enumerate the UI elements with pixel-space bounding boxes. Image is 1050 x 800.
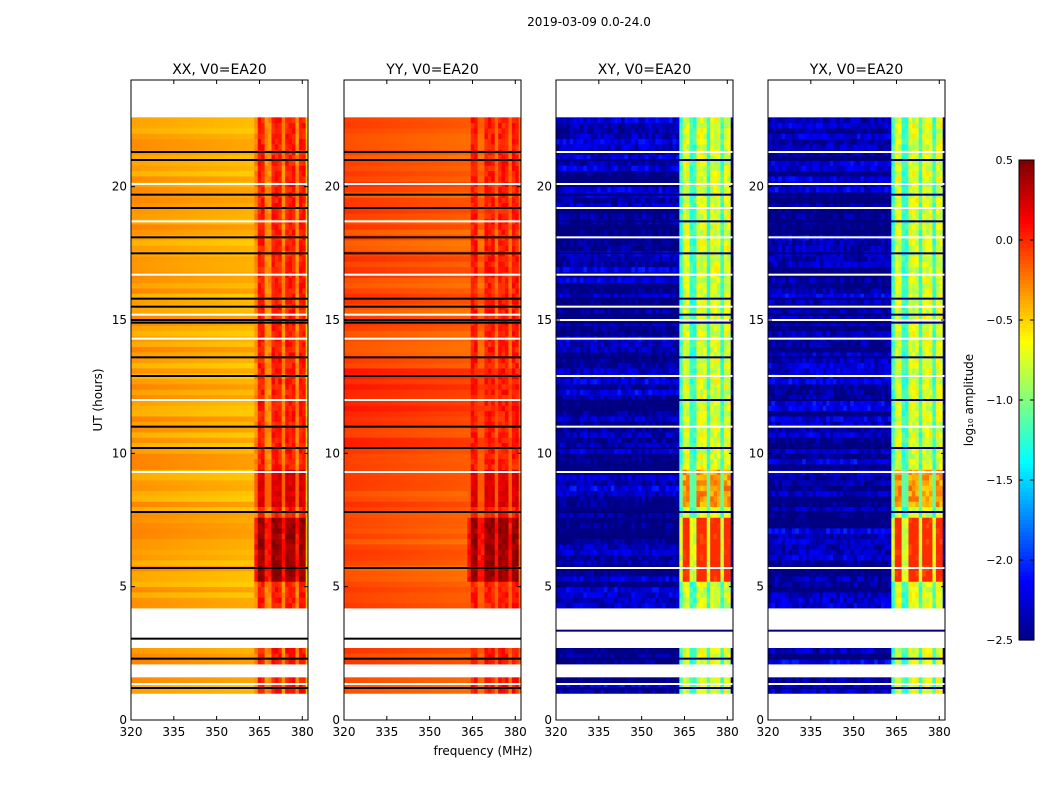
panel-2-title: YY, V0=EA20 [385, 62, 478, 78]
panel-3-ytick-label: 15 [537, 313, 552, 327]
panel-4-heatmap [768, 117, 945, 693]
panel-3-ytick-label: 20 [537, 180, 552, 194]
panel-4-ytick-label: 0 [756, 713, 764, 727]
panel-1-xtick-label: 320 [120, 725, 143, 739]
y-axis-label: UT (hours) [91, 368, 105, 431]
panel-3-ytick-label: 0 [544, 713, 552, 727]
panel-3: XY, V0=EA20 320 335 350 365 380 0 5 10 15 20 [537, 62, 739, 739]
panel-1-xtick-label: 365 [248, 725, 271, 739]
panel-4: YX, V0=EA20 320 335 350 365 380 0 5 10 15 20 [749, 62, 951, 739]
panel-3-xtick-label: 320 [545, 725, 568, 739]
colorbar-tick-label: −1.0 [986, 394, 1013, 407]
panel-2-xtick-label: 320 [333, 725, 356, 739]
colorbar-tick-label: 0.5 [996, 154, 1014, 167]
panel-4-ytick-label: 20 [749, 180, 764, 194]
panel-1-heatmap [131, 117, 308, 693]
panel-3-xtick-label: 350 [630, 725, 653, 739]
x-axis-label: frequency (MHz) [433, 744, 532, 758]
colorbar-label: log₁₀ amplitude [962, 354, 976, 446]
panel-2-heatmap [344, 117, 521, 693]
panel-2: YY, V0=EA20 320 335 350 365 380 0 5 10 15 20 [325, 62, 527, 739]
colorbar-tick-label: −2.5 [986, 634, 1013, 647]
panel-3-heatmap [556, 117, 733, 693]
panel-1-xtick-label: 350 [205, 725, 228, 739]
panel-3-xtick-label: 380 [716, 725, 739, 739]
panel-3-ytick-label: 5 [544, 580, 552, 594]
panel-4-ytick-label: 5 [756, 580, 764, 594]
panel-1-ytick-label: 0 [119, 713, 127, 727]
panel-4-ytick-label: 10 [749, 446, 764, 460]
panel-3-ytick-label: 10 [537, 446, 552, 460]
panel-4-xtick-label: 365 [885, 725, 908, 739]
panel-4-xtick-label: 335 [799, 725, 822, 739]
panel-3-xtick-label: 335 [587, 725, 610, 739]
panel-1-xtick-label: 335 [162, 725, 185, 739]
panel-2-ytick-label: 15 [325, 313, 340, 327]
panel-2-ytick-label: 20 [325, 180, 340, 194]
figure-suptitle: 2019-03-09 0.0-24.0 [527, 15, 651, 29]
panel-2-xtick-label: 335 [375, 725, 398, 739]
colorbar-tick-label: −2.0 [986, 554, 1013, 567]
panel-2-ytick-label: 10 [325, 446, 340, 460]
panel-1-ytick-label: 5 [119, 580, 127, 594]
panel-1-xtick-label: 380 [291, 725, 314, 739]
panel-1-title: XX, V0=EA20 [172, 62, 267, 78]
panel-4-xtick-label: 320 [757, 725, 780, 739]
colorbar: 0.5 0.0 −0.5 −1.0 −1.5 −2.0 −2.5 [986, 154, 1034, 647]
panel-1-ytick-label: 10 [112, 446, 127, 460]
panel-4-xtick-label: 380 [928, 725, 951, 739]
panel-2-ytick-label: 0 [332, 713, 340, 727]
panel-2-ytick-label: 5 [332, 580, 340, 594]
panel-1: XX, V0=EA20 320 335 350 365 380 0 5 10 15 20 [112, 62, 314, 739]
panel-4-xtick-label: 350 [842, 725, 865, 739]
panel-1-ytick-label: 15 [112, 313, 127, 327]
panel-2-xtick-label: 365 [461, 725, 484, 739]
panel-3-xtick-label: 365 [673, 725, 696, 739]
panel-2-xtick-label: 350 [418, 725, 441, 739]
panel-2-xtick-label: 380 [504, 725, 527, 739]
panel-1-ytick-label: 20 [112, 180, 127, 194]
colorbar-tick-label: −0.5 [986, 314, 1013, 327]
colorbar-tick-label: −1.5 [986, 474, 1013, 487]
panel-4-title: YX, V0=EA20 [809, 62, 904, 78]
panel-3-title: XY, V0=EA20 [598, 62, 692, 78]
figure-canvas: 2019-03-09 0.0-24.0 frequency (MHz) UT (… [0, 0, 1050, 800]
panel-4-ytick-label: 15 [749, 313, 764, 327]
colorbar-tick-label: 0.0 [996, 234, 1014, 247]
